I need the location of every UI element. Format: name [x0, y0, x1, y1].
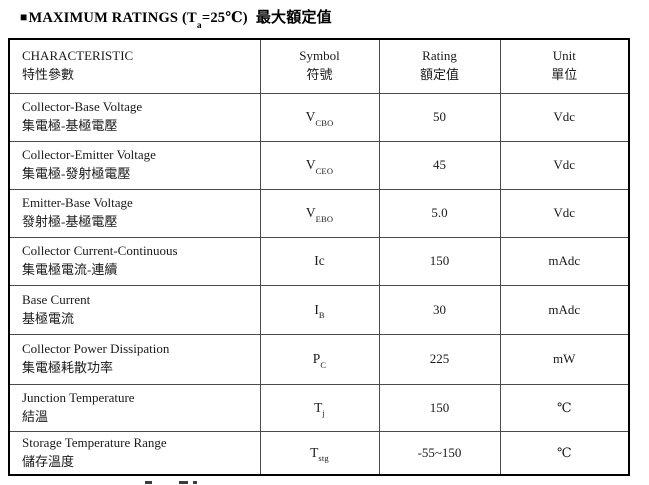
- header-unit-zh: 單位: [551, 67, 578, 83]
- symbol-cell: IB: [259, 284, 380, 335]
- symbol-cell: PC: [259, 333, 380, 385]
- unit-cell: ℃: [499, 430, 630, 476]
- unit-cell: Vdc: [499, 92, 630, 142]
- title-cjk: 最大額定值: [255, 10, 332, 26]
- symbol-subscript: C: [320, 359, 327, 370]
- rating-cell: -55~150: [378, 430, 501, 476]
- rating-cell: 150: [378, 236, 501, 286]
- characteristic-zh: 集電極-基極電壓: [22, 118, 118, 133]
- title-subscript: a: [196, 20, 202, 31]
- header-rating-en: Rating: [422, 48, 457, 64]
- symbol-base: Ic: [314, 253, 325, 268]
- table-row: Collector Power Dissipation 集電極耗散功率 PC 2…: [8, 333, 630, 385]
- table-row: Junction Temperature 結溫 Tj 150 ℃: [8, 383, 630, 432]
- section-bullet-icon: ■: [20, 10, 28, 24]
- symbol-base: P: [312, 351, 321, 366]
- symbol-base: I: [314, 301, 319, 317]
- characteristic-en: Storage Temperature Range: [22, 434, 167, 450]
- characteristic-en: Base Current: [22, 291, 91, 307]
- symbol-subscript: stg: [318, 453, 329, 464]
- page-title: ■MAXIMUM RATINGS (Ta=25℃) 最大額定值: [20, 6, 332, 31]
- symbol-base: V: [305, 157, 316, 172]
- characteristic-en: Collector-Emitter Voltage: [22, 147, 156, 163]
- characteristic-zh: 集電極-發射極電壓: [22, 166, 131, 181]
- characteristic-en: Collector-Base Voltage: [22, 99, 143, 115]
- characteristic-en: Emitter-Base Voltage: [22, 195, 133, 211]
- table-header-row: CHARACTERISTIC 特性參數 Symbol 符號 Rating 額定值…: [8, 38, 630, 94]
- rating-cell: 45: [378, 140, 501, 190]
- characteristic-zh: 集電極耗散功率: [22, 360, 114, 375]
- characteristic-cell: Base Current 基極電流: [8, 284, 261, 335]
- symbol-cell: Tstg: [259, 430, 380, 476]
- title-suffix: =25℃): [201, 10, 248, 26]
- header-symbol-zh: 符號: [306, 67, 333, 83]
- characteristic-cell: Junction Temperature 結溫: [8, 383, 261, 432]
- characteristic-cell: Collector Power Dissipation 集電極耗散功率: [8, 333, 261, 385]
- header-cell-symbol: Symbol 符號: [259, 38, 380, 94]
- unit-cell: mAdc: [499, 236, 630, 286]
- table-row: Emitter-Base Voltage 發射極-基極電壓 VEBO 5.0 V…: [8, 188, 630, 238]
- symbol-cell: VCBO: [259, 92, 380, 142]
- symbol-cell: Ic: [259, 236, 380, 286]
- symbol-base: V: [305, 109, 316, 124]
- characteristic-zh: 儲存溫度: [22, 453, 75, 469]
- unit-cell: mW: [499, 333, 630, 385]
- maximum-ratings-table: CHARACTERISTIC 特性參數 Symbol 符號 Rating 額定值…: [8, 38, 630, 476]
- symbol-base: T: [314, 399, 323, 415]
- characteristic-zh: 基極電流: [22, 310, 75, 326]
- table-row: Collector-Emitter Voltage 集電極-發射極電壓 VCEO…: [8, 140, 630, 190]
- symbol-subscript: CEO: [315, 165, 334, 176]
- unit-cell: ℃: [499, 383, 630, 432]
- symbol-cell: VCEO: [259, 140, 380, 190]
- header-cell-rating: Rating 額定值: [378, 38, 501, 94]
- characteristic-cell: Emitter-Base Voltage 發射極-基極電壓: [8, 188, 261, 238]
- title-text: MAXIMUM RATINGS (T: [28, 10, 197, 26]
- characteristic-zh: 結溫: [22, 408, 49, 424]
- unit-cell: Vdc: [499, 140, 630, 190]
- header-symbol-en: Symbol: [299, 48, 340, 64]
- header-rating-zh: 額定值: [419, 67, 459, 83]
- header-cell-unit: Unit 單位: [499, 38, 630, 94]
- table-row: Storage Temperature Range 儲存溫度 Tstg -55~…: [8, 430, 630, 476]
- characteristic-zh: 發射極-基極電壓: [22, 214, 118, 229]
- symbol-subscript: B: [318, 310, 325, 321]
- table-row: Collector-Base Voltage 集電極-基極電壓 VCBO 50 …: [8, 92, 630, 142]
- characteristic-cell: Collector Current-Continuous 集電極電流-連續: [8, 236, 261, 286]
- rating-cell: 50: [378, 92, 501, 142]
- header-unit-en: Unit: [552, 48, 576, 64]
- symbol-subscript: CBO: [315, 117, 334, 128]
- rating-cell: 225: [378, 333, 501, 385]
- characteristic-en: Collector Power Dissipation: [22, 341, 170, 357]
- characteristic-cell: Collector-Emitter Voltage 集電極-發射極電壓: [8, 140, 261, 190]
- symbol-cell: Tj: [259, 383, 380, 432]
- unit-cell: mAdc: [499, 284, 630, 335]
- header-cell-characteristic: CHARACTERISTIC 特性參數: [8, 38, 261, 94]
- unit-cell: Vdc: [499, 188, 630, 238]
- table-row: Base Current 基極電流 IB 30 mAdc: [8, 284, 630, 335]
- header-characteristic-zh: 特性參數: [22, 67, 75, 83]
- characteristic-cell: Collector-Base Voltage 集電極-基極電壓: [8, 92, 261, 142]
- rating-cell: 30: [378, 284, 501, 335]
- characteristic-zh: 集電極電流-連續: [22, 262, 118, 277]
- symbol-subscript: EBO: [315, 213, 334, 224]
- symbol-subscript: j: [322, 408, 325, 419]
- header-characteristic-en: CHARACTERISTIC: [22, 48, 134, 64]
- rating-cell: 150: [378, 383, 501, 432]
- characteristic-en: Junction Temperature: [22, 389, 135, 405]
- characteristic-cell: Storage Temperature Range 儲存溫度: [8, 430, 261, 476]
- table-row: Collector Current-Continuous 集電極電流-連續 Ic…: [8, 236, 630, 286]
- symbol-base: T: [310, 444, 319, 460]
- symbol-base: V: [305, 205, 316, 220]
- symbol-cell: VEBO: [259, 188, 380, 238]
- characteristic-en: Collector Current-Continuous: [22, 243, 178, 259]
- rating-cell: 5.0: [378, 188, 501, 238]
